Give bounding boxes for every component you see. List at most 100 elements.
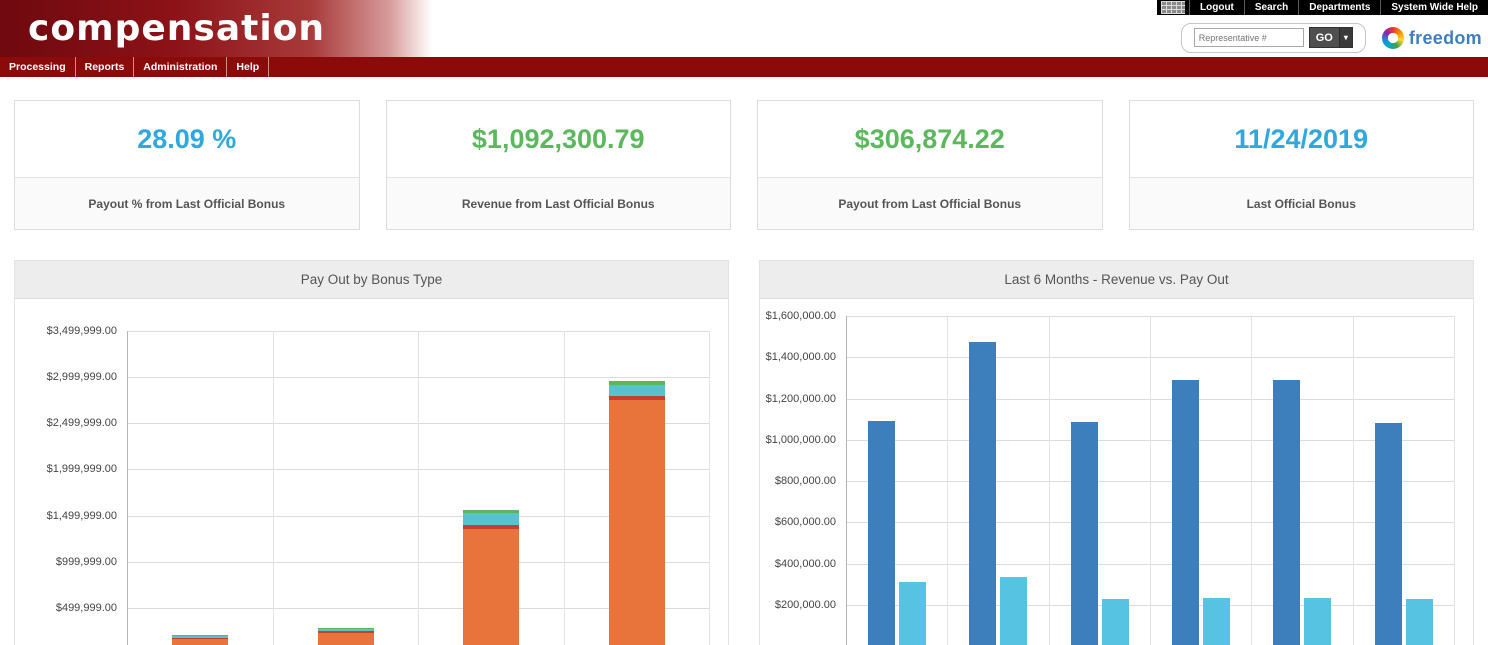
nav-item-administration[interactable]: Administration: [134, 57, 228, 77]
freedom-brand-name: freedom: [1408, 27, 1482, 48]
bar-revenue: [868, 421, 896, 645]
payout-by-bonus-type-chart: $3,499,999.00 $2,999,999.00 $2,499,999.00 $…: [15, 299, 728, 645]
y-axis-tick-label: $1,400,000.00: [765, 351, 836, 364]
bar-segment-red: [608, 396, 665, 401]
gridline: [847, 398, 1455, 400]
revenue-vs-payout-chart: $1,600,000.00 $1,400,000.00 $1,200,000.00 $…: [760, 299, 1473, 645]
nav-item-reports[interactable]: Reports: [76, 57, 135, 77]
chart-panel-payout-by-bonus-type: Pay Out by Bonus Type $3,499,999.00 $2,99…: [14, 260, 729, 645]
bar-segment-teal: [317, 629, 374, 632]
y-axis-tick-label: $200,000.00: [774, 598, 836, 611]
bar-segment-orange: [608, 400, 665, 645]
system-wide-help-link[interactable]: System Wide Help: [1380, 0, 1488, 15]
gridline: [128, 469, 710, 471]
y-axis-tick-label: $3,499,999.00: [46, 325, 117, 337]
bar-pay-out: [1101, 598, 1129, 645]
kpi-value: 28.09 %: [137, 123, 237, 154]
bar-segment-red: [172, 637, 229, 640]
kpi-card-revenue: $1,092,300.79 Revenue from Last Official…: [385, 100, 731, 230]
gridline: [847, 563, 1455, 565]
stacked-bar: [463, 510, 520, 645]
go-button[interactable]: GO ▾: [1308, 27, 1353, 48]
gridline: [128, 423, 710, 425]
chart-column: [948, 316, 1050, 645]
kpi-card-payout: $306,874.22 Payout from Last Official Bo…: [757, 100, 1103, 230]
go-dropdown-caret-icon[interactable]: ▾: [1338, 28, 1352, 47]
gridline: [128, 561, 710, 563]
y-axis-tick-label: $1,999,999.00: [46, 463, 117, 476]
search-bar: GO ▾: [1180, 23, 1366, 53]
chart-title: Last 6 Months - Revenue vs. Pay Out: [760, 261, 1473, 299]
bar-revenue: [1070, 422, 1098, 645]
y-axis-tick-label: $1,200,000.00: [765, 392, 836, 405]
bar-segment-green: [463, 510, 520, 514]
bar-segment-green: [172, 635, 229, 637]
app-logo: compensation: [0, 0, 432, 57]
logout-link[interactable]: Logout: [1189, 0, 1244, 15]
nav-item-processing[interactable]: Processing: [0, 57, 76, 77]
gridline: [847, 522, 1455, 524]
gridline: [847, 357, 1455, 359]
chart-column: [1252, 316, 1354, 645]
bar-segment-orange: [172, 639, 229, 645]
y-axis-tick-label: $800,000.00: [774, 475, 836, 487]
gridline: [128, 331, 710, 332]
y-axis-tick-label: $1,000,000.00: [765, 433, 836, 446]
plot-area: [846, 316, 1455, 645]
y-axis-tick-label: $999,999.00: [55, 555, 117, 568]
stacked-bar: [317, 628, 374, 645]
chart-column: [847, 316, 949, 645]
grid-icon: [1161, 1, 1186, 14]
gridline: [128, 515, 710, 517]
y-axis: $3,499,999.00 $2,999,999.00 $2,499,999.00 $…: [15, 325, 127, 645]
kpi-label: Revenue from Last Official Bonus: [386, 177, 730, 229]
go-button-label: GO: [1315, 31, 1333, 44]
chart-panel-revenue-vs-payout: Last 6 Months - Revenue vs. Pay Out $1,6…: [759, 260, 1474, 645]
charts-row: Pay Out by Bonus Type $3,499,999.00 $2,99…: [14, 260, 1474, 645]
kpi-value: $306,874.22: [854, 123, 1005, 154]
gridline: [847, 604, 1455, 606]
kpi-label: Last Official Bonus: [1129, 177, 1473, 229]
chart-columns: [847, 316, 1455, 645]
stacked-bar: [608, 381, 665, 645]
bar-segment-orange: [317, 632, 374, 645]
header-banner: compensation Logout Search Departments S…: [0, 0, 1488, 57]
bar-revenue: [1172, 379, 1200, 645]
bar-revenue: [1273, 379, 1301, 645]
chart-column: [565, 331, 710, 645]
gridline: [847, 481, 1455, 482]
bar-segment-green: [317, 628, 374, 630]
stacked-bar: [172, 635, 229, 645]
kpi-label: Payout from Last Official Bonus: [758, 177, 1102, 229]
y-axis-tick-label: $499,999.00: [55, 601, 117, 614]
chart-title: Pay Out by Bonus Type: [15, 261, 728, 299]
bar-pay-out: [1000, 576, 1028, 645]
chart-column: [274, 331, 419, 645]
header-right: Logout Search Departments System Wide He…: [1157, 0, 1488, 53]
y-axis-tick-label: $1,600,000.00: [765, 310, 836, 322]
kpi-label: Payout % from Last Official Bonus: [15, 177, 359, 229]
bar-segment-green: [608, 381, 665, 386]
bar-revenue: [969, 341, 997, 645]
gridline: [847, 439, 1455, 441]
bar-pay-out: [899, 582, 927, 645]
nav-item-help[interactable]: Help: [227, 57, 270, 77]
kpi-card-payout-percent: 28.09 % Payout % from Last Official Bonu…: [14, 100, 360, 230]
bar-segment-red: [463, 525, 520, 530]
bar-segment-teal: [463, 513, 520, 526]
search-row: GO ▾ freedom: [1180, 23, 1484, 53]
dashboard-content: 28.09 % Payout % from Last Official Bonu…: [0, 100, 1488, 645]
departments-link[interactable]: Departments: [1298, 0, 1380, 15]
chart-column: [1354, 316, 1455, 645]
y-axis-tick-label: $2,499,999.00: [46, 417, 117, 430]
representative-search-input[interactable]: [1193, 28, 1304, 47]
gridline: [847, 316, 1455, 317]
bar-segment-red: [317, 631, 374, 633]
search-link[interactable]: Search: [1243, 0, 1298, 15]
bar-revenue: [1374, 423, 1402, 645]
bar-segment-teal: [172, 636, 229, 638]
freedom-logo-icon: [1381, 27, 1404, 49]
bar-pay-out: [1304, 597, 1332, 645]
chart-column: [128, 331, 274, 645]
